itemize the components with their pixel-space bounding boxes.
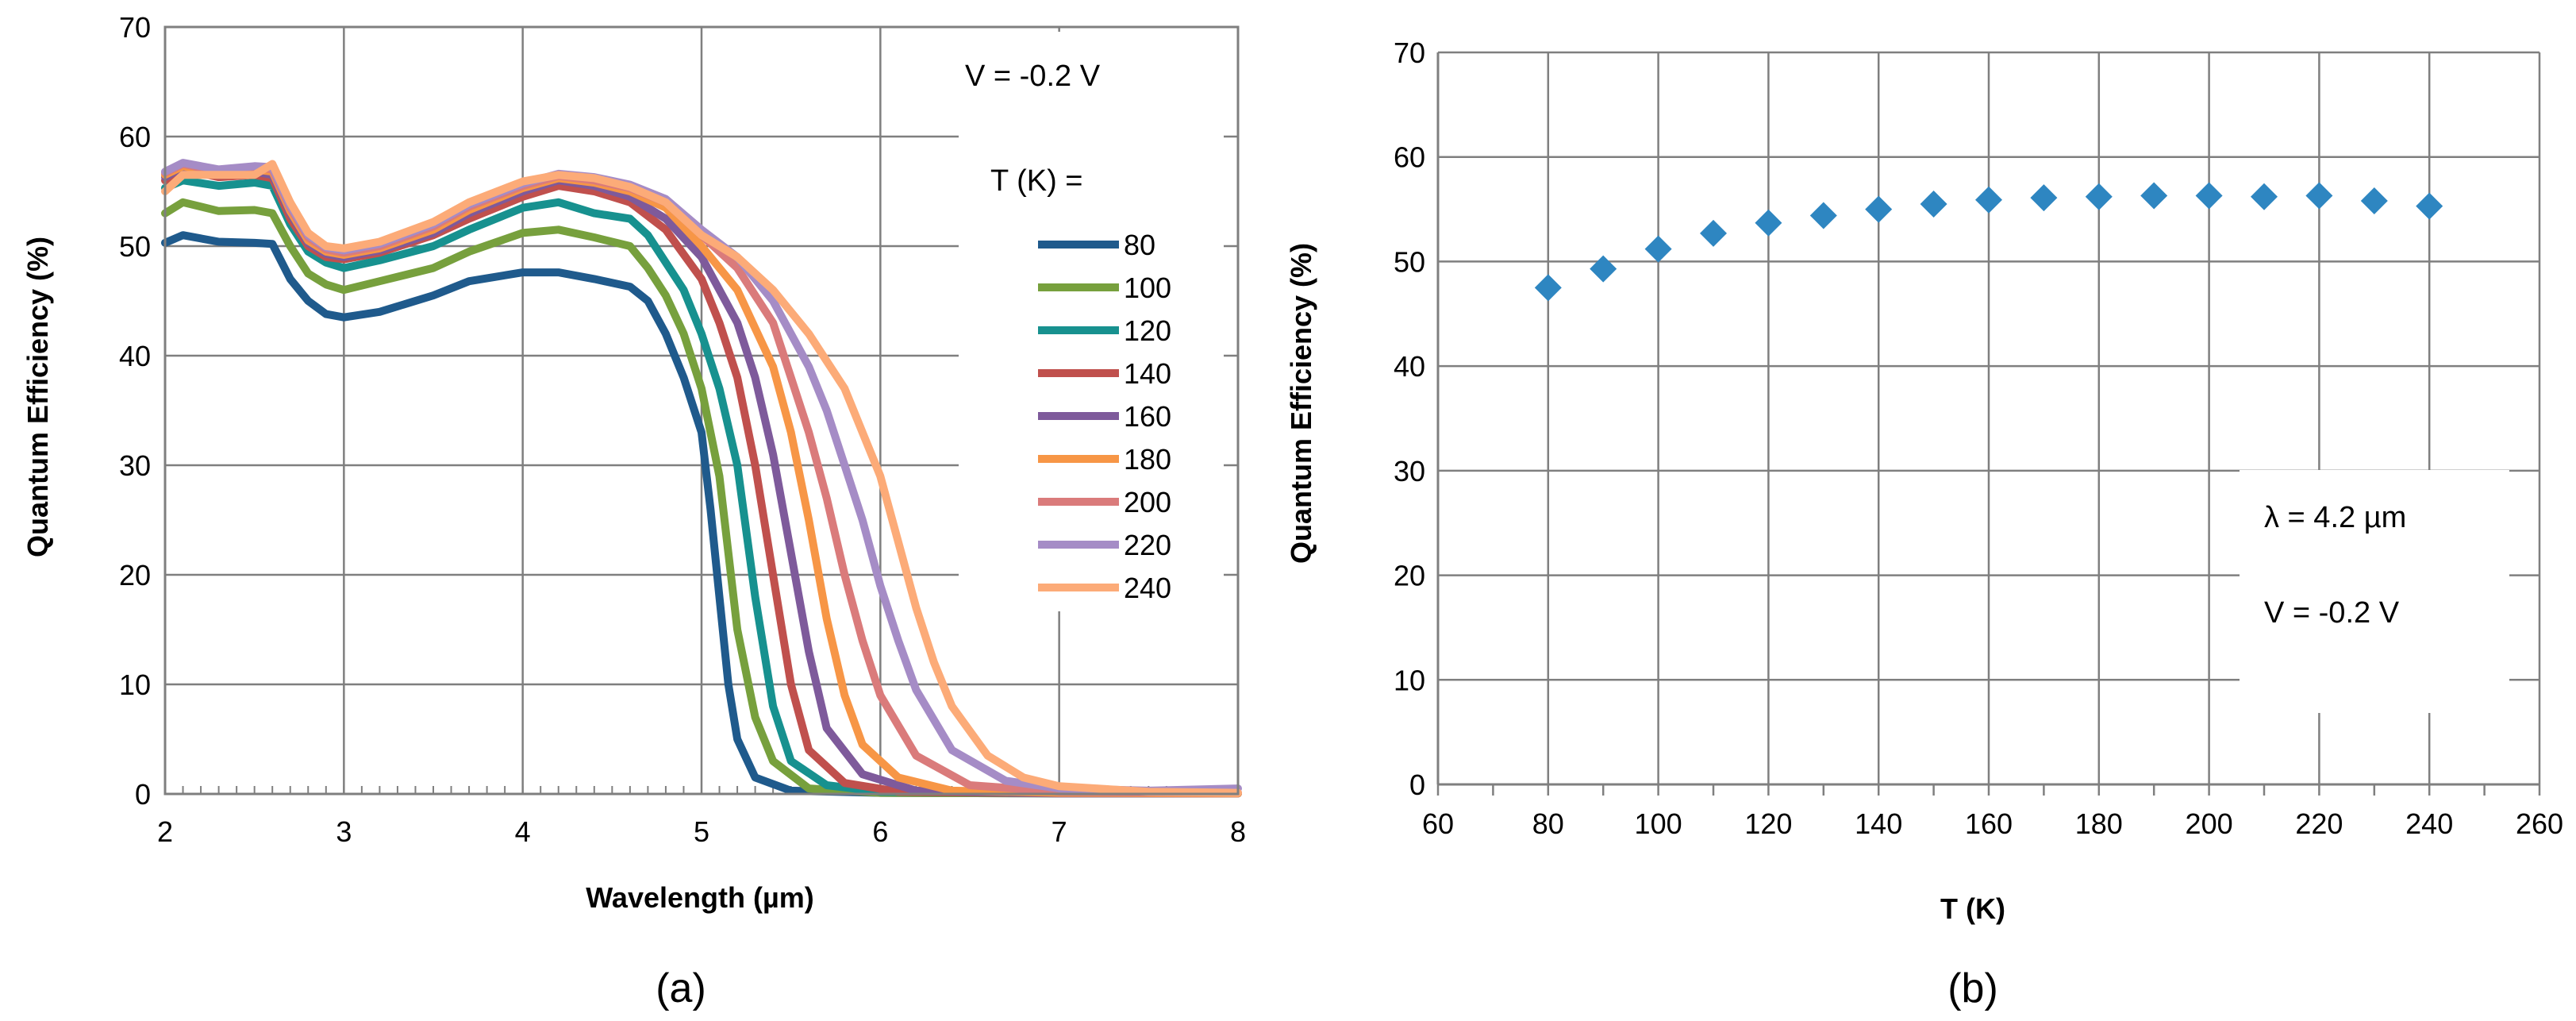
- data-point-150K: [1920, 190, 1947, 218]
- panel-a-x-tick-label: 7: [1052, 815, 1067, 848]
- panel-b-y-tick-label: 70: [1394, 37, 1425, 69]
- panel-b-x-tick-label: 140: [1855, 807, 1902, 840]
- data-point-110K: [1700, 219, 1727, 247]
- panel-b-y-tick-label: 50: [1394, 245, 1425, 278]
- panel-b-caption: (b): [1947, 965, 1998, 1011]
- data-point-100K: [1644, 235, 1672, 263]
- data-point-210K: [2251, 183, 2278, 210]
- panel-a-caption: (a): [656, 965, 706, 1011]
- data-point-170K: [2030, 184, 2058, 212]
- panel-b-x-axis-label: T (K): [1940, 892, 2005, 925]
- data-point-220K: [2305, 182, 2333, 210]
- panel-a-legend-background: [959, 32, 1224, 611]
- panel-b-temperature-qe-chart: 60 80 100 120 140 160 180 200 220 240 260 0 10 20 30 40…: [1285, 37, 2563, 1011]
- panel-a-y-tick-label: 0: [135, 778, 151, 811]
- panel-b-tick-labels: 60 80 100 120 140 160 180 200 220 240 260 0 10 20 30 40…: [1394, 37, 2563, 840]
- legend-label-200: 200: [1124, 486, 1171, 518]
- panel-b-x-tick-label: 100: [1635, 807, 1682, 840]
- panel-a-plot-frame: [163, 25, 1240, 796]
- panel-a-y-tick-label: 50: [119, 230, 151, 263]
- panel-a-y-tick-label: 60: [119, 121, 151, 153]
- series-line-80K: [161, 231, 1242, 798]
- data-point-120K: [1755, 209, 1782, 237]
- panel-a-y-axis-label: Quantum Efficiency (%): [21, 237, 54, 557]
- panel-b-y-tick-label: 60: [1394, 141, 1425, 174]
- panel-a-x-tick-label: 4: [515, 815, 531, 848]
- panel-a-x-tick-label: 6: [872, 815, 888, 848]
- panel-b-annotation-background: [2240, 470, 2509, 713]
- legend-label-140: 140: [1124, 357, 1171, 390]
- legend-label-100: 100: [1124, 272, 1171, 304]
- data-point-190K: [2140, 182, 2168, 210]
- panel-b-y-tick-label: 40: [1394, 350, 1425, 383]
- series-line-100K: [161, 198, 1242, 798]
- panel-b-y-axis-label: Quantum Efficiency (%): [1285, 243, 1317, 564]
- data-point-200K: [2195, 182, 2223, 210]
- panel-b-x-tick-label: 240: [2405, 807, 2453, 840]
- panel-b-axes: [1436, 52, 2539, 786]
- panel-b-x-tick-label: 120: [1744, 807, 1792, 840]
- panel-b-x-tick-label: 80: [1532, 807, 1564, 840]
- panel-a-voltage-annotation: V = -0.2 V: [965, 60, 1101, 93]
- panel-a-y-tick-label: 20: [119, 559, 151, 591]
- data-point-160K: [1975, 186, 2002, 214]
- panel-a-axes: [163, 25, 1240, 796]
- legend-label-180: 180: [1124, 443, 1171, 476]
- panel-a-series-lines: [161, 159, 1242, 798]
- panel-a-legend-title: T (K) =: [990, 164, 1083, 198]
- panel-b-x-tick-label: 180: [2075, 807, 2123, 840]
- legend-label-160: 160: [1124, 400, 1171, 433]
- data-point-130K: [1809, 202, 1837, 229]
- panel-a-y-tick-label: 70: [119, 11, 151, 44]
- panel-b-x-tick-label: 160: [1965, 807, 2013, 840]
- legend-label-120: 120: [1124, 314, 1171, 347]
- panel-b-y-tick-label: 10: [1394, 664, 1425, 696]
- data-point-230K: [2360, 187, 2388, 215]
- panel-a-x-axis-label: Wavelength (µm): [586, 881, 813, 914]
- panel-b-voltage-annotation: V = -0.2 V: [2264, 596, 2400, 630]
- panel-a-x-tick-label: 3: [336, 815, 352, 848]
- legend-label-220: 220: [1124, 529, 1171, 561]
- panel-a-y-tick-label: 30: [119, 449, 151, 482]
- panel-b-y-tick-label: 0: [1409, 769, 1425, 801]
- data-point-180K: [2085, 183, 2113, 210]
- data-point-80K: [1534, 274, 1562, 302]
- panel-a-legend: 80 100 120 140 160 180 200 220 240: [1038, 229, 1171, 604]
- panel-a-y-tick-label: 10: [119, 668, 151, 701]
- panel-a-x-tick-label: 5: [694, 815, 709, 848]
- panel-b-data-points: [1534, 182, 2443, 302]
- panel-a-x-tick-label: 8: [1230, 815, 1246, 848]
- panel-b-x-tick-label: 60: [1422, 807, 1454, 840]
- panel-a-y-tick-label: 40: [119, 340, 151, 372]
- data-point-240K: [2416, 192, 2443, 220]
- data-point-90K: [1590, 255, 1617, 283]
- data-point-140K: [1865, 195, 1893, 223]
- panel-b-wavelength-annotation: λ = 4.2 µm: [2264, 501, 2406, 534]
- panel-a-x-tick-label: 2: [157, 815, 173, 848]
- panel-b-x-tick-label: 200: [2186, 807, 2233, 840]
- panel-b-y-tick-label: 20: [1394, 560, 1425, 592]
- legend-label-240: 240: [1124, 572, 1171, 604]
- series-line-240K: [161, 160, 1242, 797]
- panel-b-x-tick-label: 260: [2516, 807, 2563, 840]
- legend-label-80: 80: [1124, 229, 1155, 261]
- panel-b-y-tick-label: 30: [1394, 455, 1425, 487]
- panel-b-x-tick-label: 220: [2295, 807, 2343, 840]
